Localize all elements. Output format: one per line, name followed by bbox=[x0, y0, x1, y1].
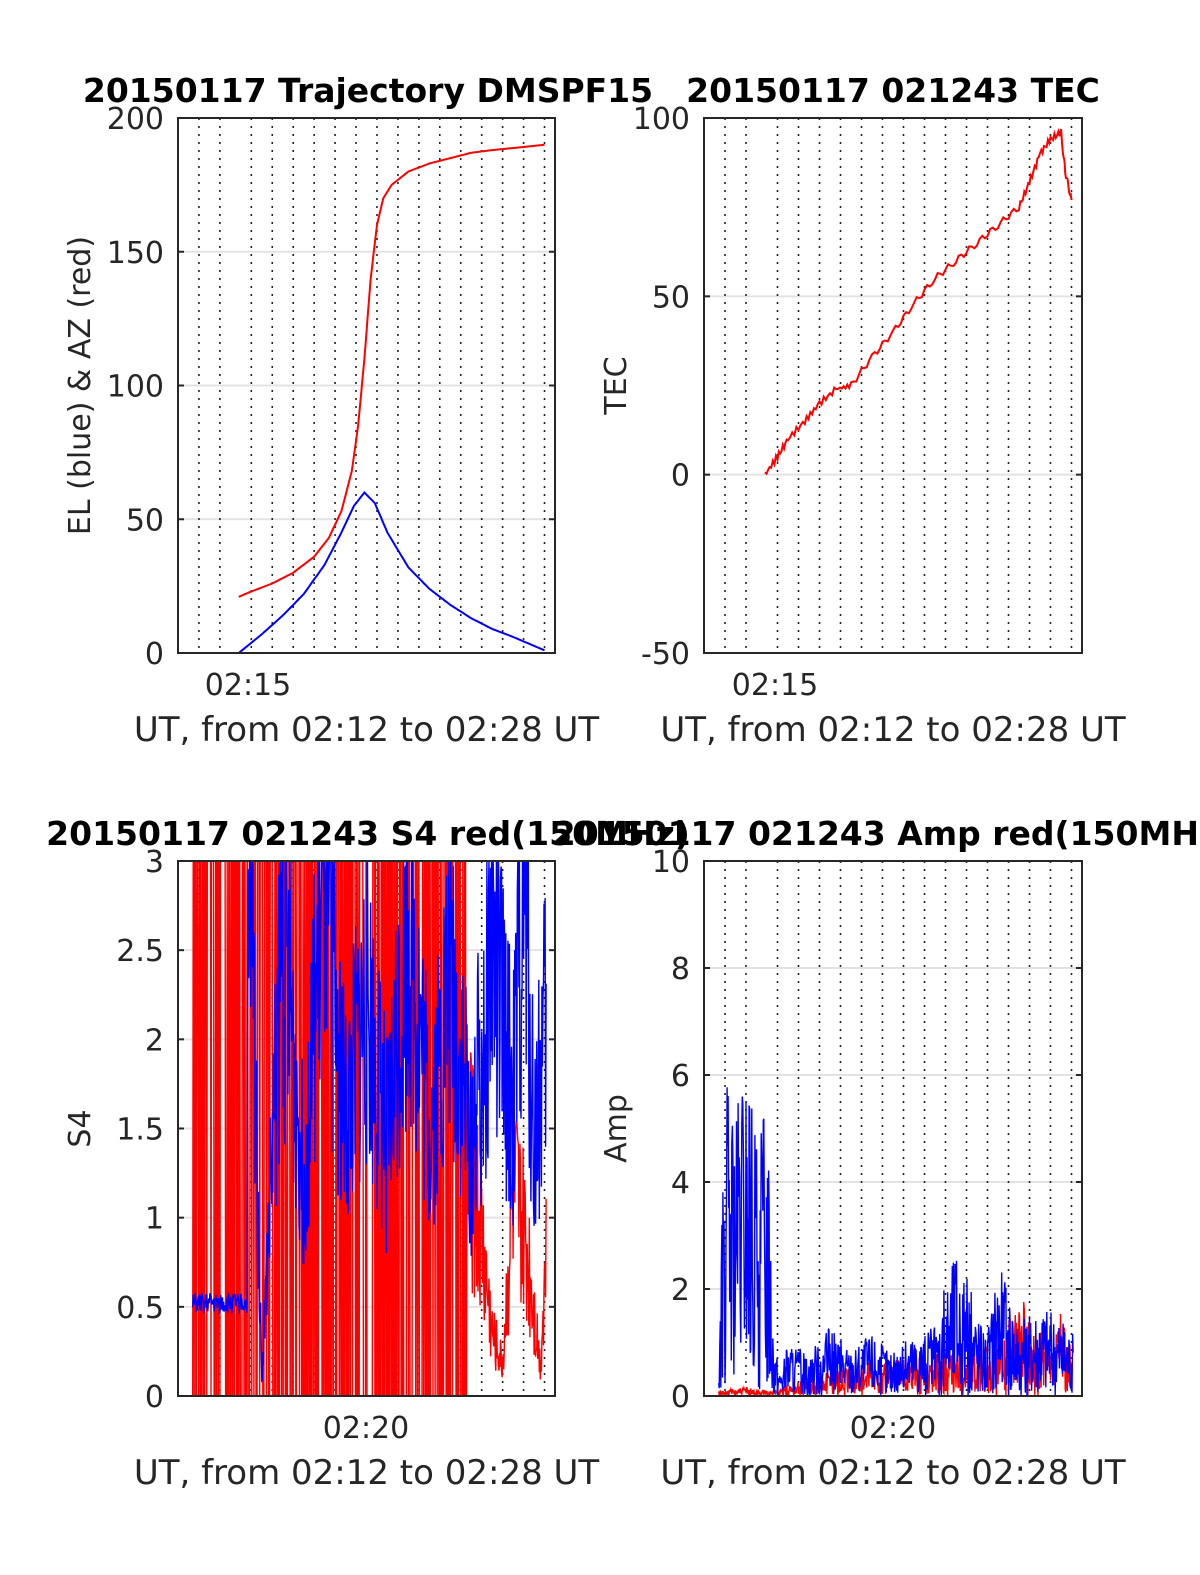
y-tick-label: -50 bbox=[641, 637, 690, 672]
x-axis-label: UT, from 02:12 to 02:28 UT bbox=[134, 710, 600, 750]
y-tick-label: 50 bbox=[652, 280, 690, 315]
y-tick-label: 1.5 bbox=[116, 1113, 164, 1148]
s4-panel: 0 0.5 1 1.5 2 2.5 3 02:20 20150117 021243 S4 re… bbox=[46, 814, 690, 1493]
x-tick-label: 02:20 bbox=[323, 1411, 409, 1446]
data-lines bbox=[718, 1087, 1074, 1398]
y-tick-label: 0 bbox=[671, 459, 690, 494]
chart-title: 20150117 021243 TEC bbox=[686, 71, 1100, 110]
y-tick-label: 2.5 bbox=[116, 934, 164, 969]
x-axis-label: UT, from 02:12 to 02:28 UT bbox=[134, 1453, 600, 1493]
axes-frame bbox=[703, 860, 1083, 1397]
y-tick-label: 2 bbox=[145, 1023, 164, 1058]
series-line bbox=[764, 127, 1073, 476]
y-tick-label: 8 bbox=[671, 952, 690, 987]
trajectory-panel: 0 50 100 150 200 02:15 20150117 Trajectory DM… bbox=[63, 71, 653, 750]
y-axis-label: S4 bbox=[63, 1109, 98, 1147]
y-tick-label: 0 bbox=[145, 637, 164, 672]
ticks: -50 0 50 100 02:15 bbox=[633, 102, 1082, 703]
plot-area bbox=[704, 861, 1082, 1396]
chart-title: 20150117 021243 Amp red(150MHz) bbox=[553, 814, 1200, 853]
y-tick-label: 150 bbox=[107, 236, 164, 271]
y-axis-label: TEC bbox=[599, 356, 634, 415]
y-tick-label: 10 bbox=[652, 845, 690, 880]
chart-title: 20150117 021243 S4 red(150MHz) bbox=[46, 814, 690, 853]
series-line bbox=[192, 860, 547, 1383]
plot-area bbox=[704, 118, 1082, 653]
y-tick-label: 100 bbox=[633, 102, 690, 137]
grid bbox=[178, 117, 555, 654]
x-axis-label: UT, from 02:12 to 02:28 UT bbox=[660, 710, 1126, 750]
x-axis-label: UT, from 02:12 to 02:28 UT bbox=[660, 1453, 1126, 1493]
ticks: 0 50 100 150 200 02:15 bbox=[107, 102, 555, 703]
y-tick-label: 100 bbox=[107, 370, 164, 405]
chart-title: 20150117 Trajectory DMSPF15 bbox=[83, 71, 653, 110]
x-tick-label: 02:15 bbox=[732, 668, 818, 703]
x-tick-label: 02:15 bbox=[205, 668, 291, 703]
y-axis-label: EL (blue) & AZ (red) bbox=[63, 236, 98, 535]
ticks: 0 2 4 6 8 10 02:20 bbox=[652, 845, 1082, 1446]
y-tick-label: 3 bbox=[145, 845, 164, 880]
data-lines bbox=[238, 143, 545, 654]
y-tick-label: 200 bbox=[107, 102, 164, 137]
x-tick-label: 02:20 bbox=[850, 1411, 936, 1446]
y-tick-label: 4 bbox=[671, 1166, 690, 1201]
y-tick-label: 0 bbox=[671, 1380, 690, 1415]
y-axis-label: Amp bbox=[599, 1094, 634, 1163]
y-tick-label: 6 bbox=[671, 1059, 690, 1094]
series-line bbox=[718, 1087, 1074, 1397]
series-line bbox=[238, 490, 545, 654]
data-lines bbox=[764, 127, 1073, 476]
y-tick-label: 0 bbox=[145, 1380, 164, 1415]
amp-panel: 0 2 4 6 8 10 02:20 20150117 021243 Amp red(150… bbox=[553, 814, 1200, 1493]
y-tick-label: 2 bbox=[671, 1273, 690, 1308]
series-line bbox=[238, 143, 545, 598]
tec-panel: -50 0 50 100 02:15 20150117 021243 TEC UT, f… bbox=[599, 71, 1126, 750]
ticks: 0 0.5 1 1.5 2 2.5 3 02:20 bbox=[116, 845, 555, 1446]
y-tick-label: 50 bbox=[126, 503, 164, 538]
axes-frame bbox=[703, 117, 1083, 654]
y-tick-label: 1 bbox=[145, 1202, 164, 1237]
y-tick-label: 0.5 bbox=[116, 1291, 164, 1326]
